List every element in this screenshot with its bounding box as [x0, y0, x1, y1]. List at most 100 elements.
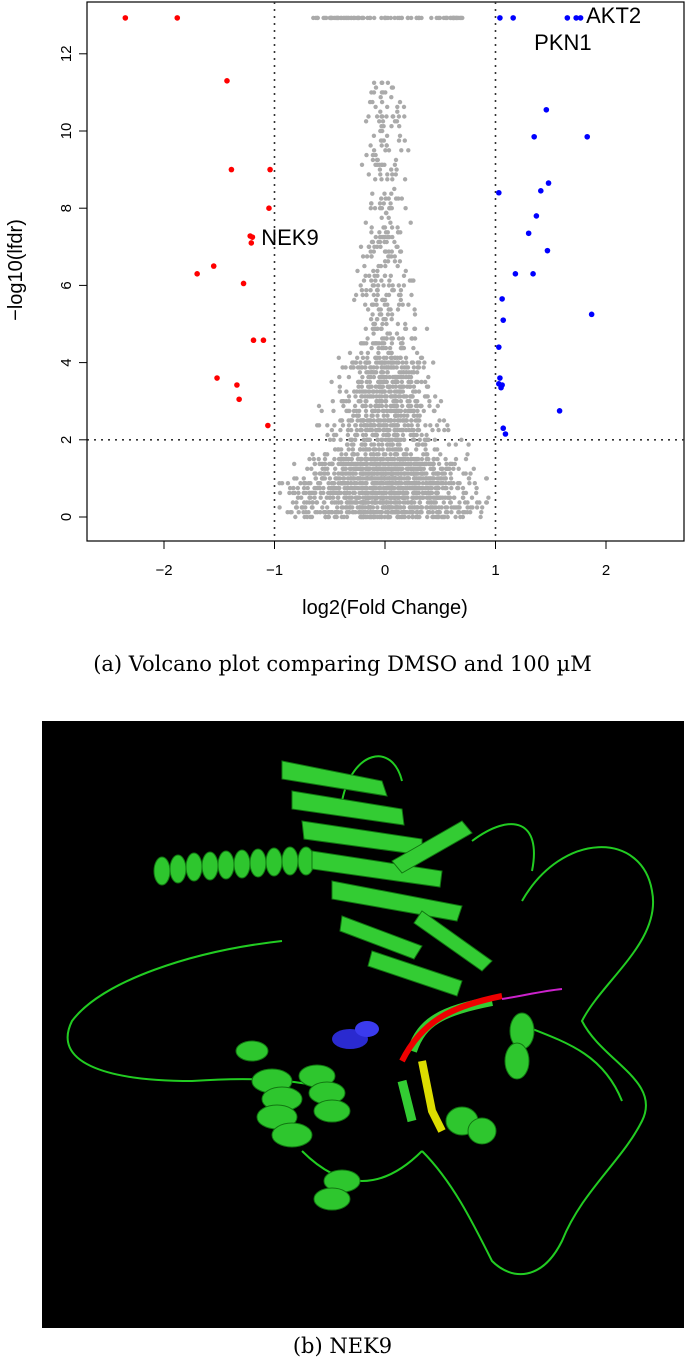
scatter-point-sig-1-0 — [497, 15, 503, 21]
scatter-point-background — [377, 476, 383, 481]
scatter-point-background — [359, 350, 364, 356]
scatter-point-background — [380, 495, 385, 500]
scatter-point-background — [438, 452, 443, 457]
scatter-point-background — [477, 500, 482, 505]
scatter-point-background — [355, 15, 360, 21]
scatter-point-background — [277, 490, 283, 496]
scatter-point-background — [373, 447, 378, 452]
scatter-point-background — [385, 172, 390, 177]
scatter-point-background — [385, 177, 390, 182]
scatter-point-background — [419, 403, 424, 409]
scatter-point-background — [375, 157, 380, 163]
scatter-point-background — [395, 15, 400, 21]
scatter-point-background — [385, 104, 390, 110]
scatter-point-background — [367, 384, 372, 389]
scatter-point-background — [364, 485, 370, 491]
scatter-point-background — [331, 432, 337, 438]
scatter-point-background — [357, 370, 363, 375]
figure-caption-a: (a) Volcano plot comparing DMSO and 100 … — [93, 652, 592, 676]
scatter-point-background — [296, 490, 301, 496]
scatter-point-background — [349, 427, 354, 433]
scatter-point-background — [434, 510, 440, 515]
scatter-point-background — [453, 456, 459, 462]
scatter-point-background — [460, 485, 466, 491]
scatter-point-background — [396, 302, 402, 307]
scatter-point-background — [344, 389, 349, 394]
y-tick-label: 6 — [58, 281, 75, 289]
scatter-point-background — [382, 162, 387, 167]
scatter-point-background — [370, 432, 376, 438]
scatter-point-background — [348, 418, 353, 423]
scatter-point-background — [378, 312, 384, 317]
scatter-point-background — [371, 510, 377, 515]
scatter-point-background — [309, 466, 314, 471]
scatter-point-background — [332, 423, 337, 428]
scatter-point-background — [325, 432, 330, 438]
scatter-point-background — [388, 273, 393, 278]
scatter-point-background — [376, 379, 382, 385]
scatter-point-background — [378, 485, 383, 491]
scatter-point-background — [344, 399, 349, 404]
scatter-point-background — [388, 355, 394, 360]
scatter-point-background — [364, 152, 369, 158]
scatter-point-background — [435, 447, 440, 452]
scatter-point-background — [325, 423, 330, 428]
scatter-point-sig-1-24 — [556, 408, 563, 414]
scatter-point-background — [403, 321, 408, 327]
scatter-point-background — [391, 495, 397, 500]
scatter-point-background — [372, 481, 378, 486]
scatter-point-background — [382, 191, 387, 196]
scatter-point-background — [335, 447, 341, 452]
scatter-point-background — [321, 485, 326, 491]
scatter-point-background — [379, 196, 384, 201]
scatter-point-background — [417, 466, 423, 471]
scatter-point-background — [367, 379, 373, 385]
scatter-point-background — [463, 456, 469, 462]
scatter-point-background — [365, 350, 371, 356]
scatter-point-background — [385, 331, 390, 336]
scatter-point-background — [322, 452, 328, 457]
scatter-point-background — [395, 307, 401, 312]
scatter-point-background — [313, 476, 319, 481]
scatter-point-background — [325, 505, 330, 510]
scatter-point-background — [395, 408, 401, 414]
scatter-point-background — [347, 466, 352, 471]
scatter-point-background — [375, 292, 380, 298]
scatter-point-background — [379, 394, 384, 399]
x-tick-label: 0 — [381, 562, 389, 579]
scatter-point-background — [431, 456, 436, 462]
scatter-point-background — [449, 510, 454, 515]
scatter-point-background — [380, 389, 386, 394]
scatter-point-background — [433, 394, 438, 399]
scatter-point-sig-1-7 — [584, 133, 591, 140]
scatter-point-background — [370, 99, 375, 105]
scatter-point-background — [337, 374, 342, 380]
scatter-point-background — [427, 495, 432, 500]
scatter-point-background — [405, 413, 410, 418]
scatter-point-background — [388, 418, 393, 423]
scatter-point-sig-1-3 — [573, 15, 579, 21]
scatter-point-background — [399, 481, 404, 486]
scatter-point-background — [357, 379, 362, 385]
scatter-point-background — [409, 379, 414, 385]
scatter-point-background — [377, 355, 382, 360]
protein-ribbon-illustration — [66, 755, 655, 1275]
scatter-point-background — [383, 490, 389, 496]
scatter-point-background — [383, 466, 389, 471]
x-tick-label: −2 — [155, 562, 172, 579]
scatter-point-background — [385, 447, 390, 452]
scatter-point-background — [381, 471, 386, 476]
scatter-point-background — [335, 495, 340, 500]
scatter-point-background — [412, 437, 417, 442]
scatter-point-background — [406, 423, 411, 428]
scatter-point-background — [363, 326, 368, 331]
scatter-point-background — [415, 510, 420, 515]
scatter-point-background — [330, 399, 335, 404]
scatter-point-background — [411, 345, 416, 351]
scatter-point-background — [322, 500, 327, 505]
scatter-point-background — [303, 490, 308, 496]
scatter-point-background — [448, 15, 453, 21]
scatter-point-background — [393, 399, 398, 404]
scatter-point-background — [382, 249, 388, 254]
scatter-point-background — [351, 490, 356, 496]
